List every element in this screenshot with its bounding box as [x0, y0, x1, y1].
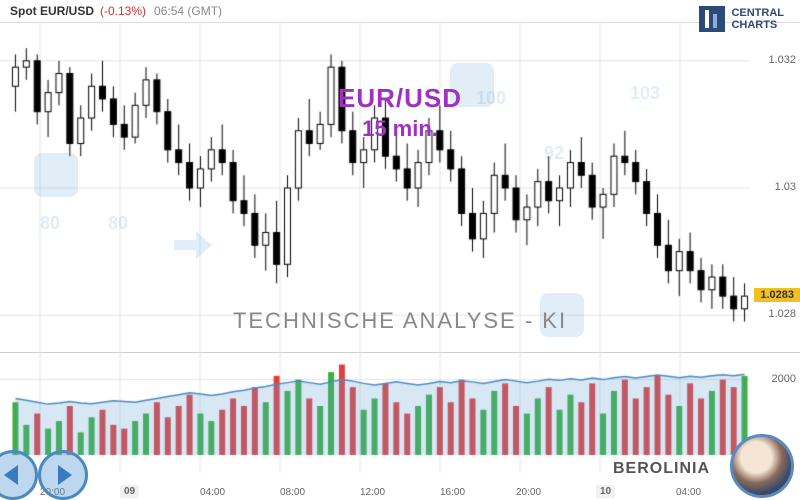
- xaxis-time-label: 20:00: [516, 487, 541, 498]
- current-price-tag: 1.0283: [754, 288, 800, 302]
- logo-icon: [699, 6, 725, 32]
- logo-line2: CHARTS: [731, 19, 784, 31]
- price-chart[interactable]: EUR/USD 15 min. TECHNISCHE ANALYSE - KI …: [0, 23, 800, 353]
- volume-chart[interactable]: 2000: [0, 353, 800, 473]
- brand-logo[interactable]: CENTRAL CHARTS: [699, 6, 784, 32]
- nav-next-button[interactable]: [38, 450, 88, 500]
- pair-label: Spot EUR/USD: [10, 4, 94, 18]
- xaxis-day-label: 09: [120, 485, 139, 498]
- logo-line1: CENTRAL: [731, 7, 784, 19]
- xaxis-time-label: 04:00: [200, 487, 225, 498]
- xaxis-day-label: 10: [596, 485, 615, 498]
- assistant-avatar[interactable]: [730, 434, 794, 498]
- price-ytick: 1.032: [768, 54, 796, 66]
- timestamp: 06:54 (GMT): [154, 4, 222, 18]
- logo-text: CENTRAL CHARTS: [731, 7, 784, 31]
- pct-change: (-0.13%): [100, 4, 146, 18]
- price-ytick: 1.03: [775, 181, 796, 193]
- xaxis-time-label: 04:00: [676, 487, 701, 498]
- volume-ytick: 2000: [772, 373, 796, 385]
- xaxis-time-label: 12:00: [360, 487, 385, 498]
- xaxis-time-label: 16:00: [440, 487, 465, 498]
- chart-header: Spot EUR/USD (-0.13%) 06:54 (GMT): [0, 0, 800, 23]
- footer-brand: BEROLINIA: [613, 460, 710, 478]
- xaxis-time-label: 08:00: [280, 487, 305, 498]
- price-ytick: 1.028: [768, 308, 796, 320]
- chart-area: EUR/USD 15 min. TECHNISCHE ANALYSE - KI …: [0, 23, 800, 473]
